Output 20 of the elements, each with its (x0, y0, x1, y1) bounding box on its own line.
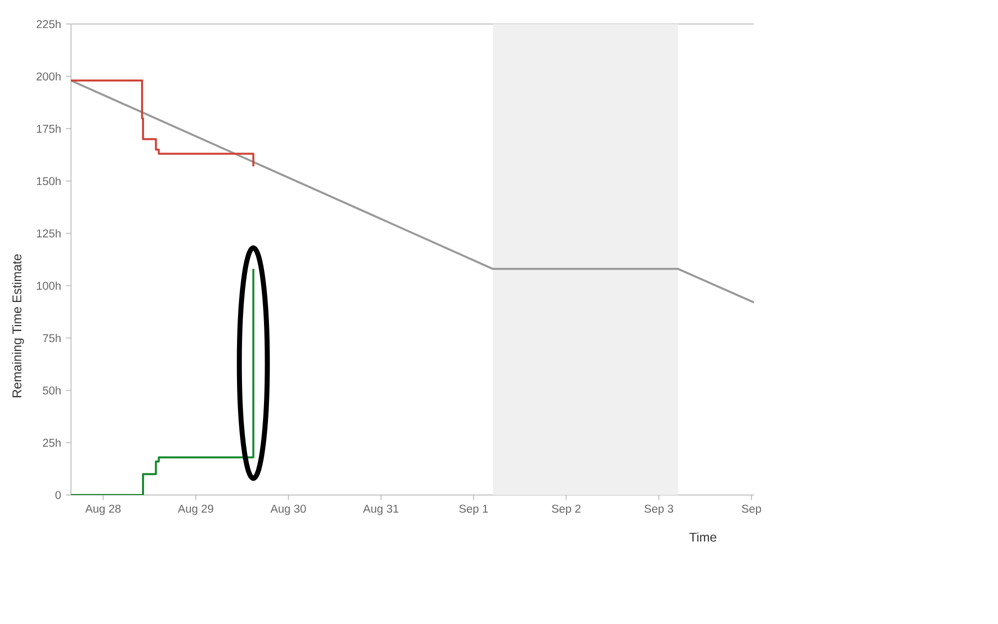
y-tick-label: 100h (36, 281, 61, 290)
y-tick-label: 150h (36, 176, 61, 186)
y-axis-title: Remaining Time Estimate (12, 254, 24, 398)
x-tick-label: Sep 2 (552, 504, 580, 515)
y-tick-label: 175h (36, 124, 61, 133)
x-tick-label: Sep 1 (459, 504, 488, 515)
y-tick-label: 0 (55, 490, 61, 500)
y-tick-label: 125h (36, 229, 61, 238)
y-tick-label: 50h (42, 386, 61, 394)
x-tick-label: Aug 28 (85, 504, 121, 515)
y-tick-label: 75h (42, 334, 61, 342)
y-tick-label: 25h (42, 438, 61, 447)
x-tick-label: Aug 29 (178, 504, 214, 515)
x-tick-label: Aug 31 (363, 504, 398, 515)
x-tick-label: Sep 3 (644, 504, 674, 515)
x-tick-label: Aug 30 (270, 504, 306, 515)
x-tick-label: Sep (742, 504, 762, 515)
x-axis-title: Time (689, 532, 716, 542)
y-tick-label: 225h (36, 20, 61, 28)
y-tick-label: 200h (36, 72, 61, 80)
